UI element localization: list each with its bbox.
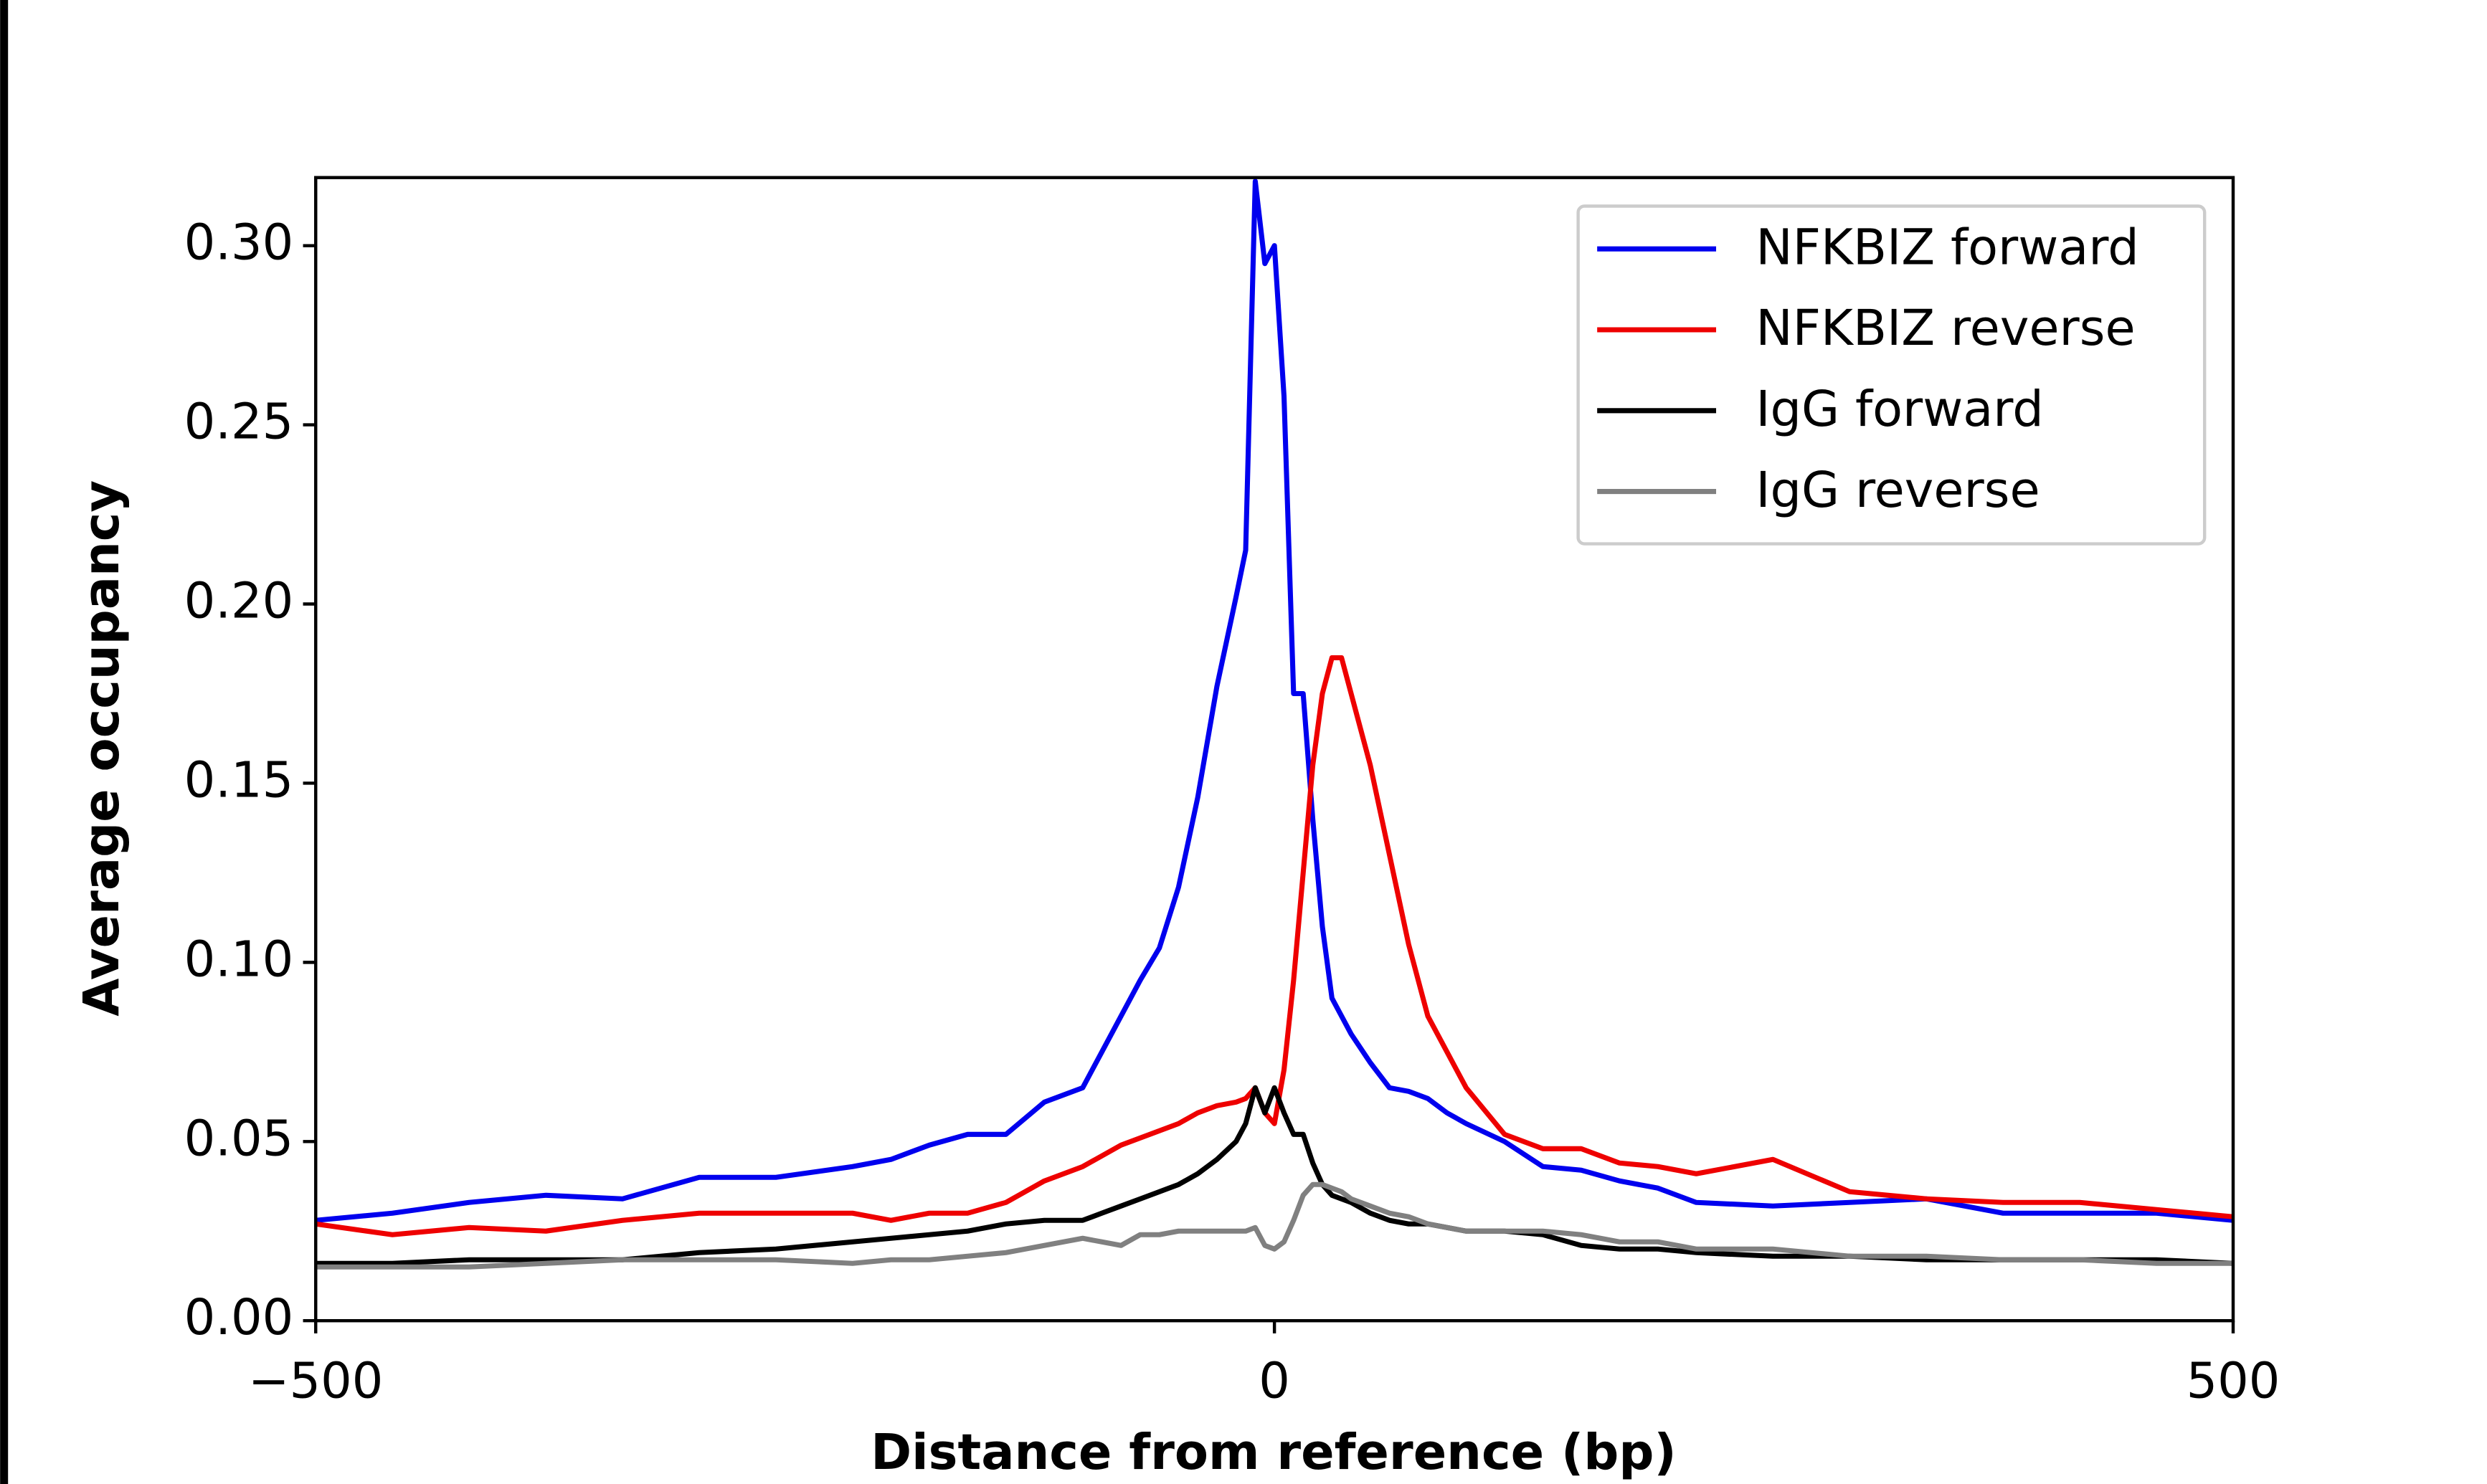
x-tick-label: 0	[1259, 1353, 1290, 1410]
legend-label: IgG forward	[1756, 381, 2043, 438]
x-tick-label: 500	[2187, 1353, 2280, 1410]
y-tick-label: 0.00	[184, 1289, 294, 1346]
x-axis-label: Distance from reference (bp)	[871, 1424, 1677, 1481]
y-axis-label: Average occupancy	[73, 480, 131, 1017]
legend-label: NFKBIZ forward	[1756, 219, 2138, 276]
legend-box	[1576, 204, 2207, 546]
edge-bar	[0, 0, 9, 1484]
legend-label: NFKBIZ reverse	[1756, 300, 2135, 357]
legend-label: IgG reverse	[1756, 462, 2040, 519]
y-tick-label: 0.15	[184, 751, 294, 809]
plot-frame	[314, 176, 2235, 1323]
y-tick-label: 0.25	[184, 394, 294, 451]
series-line	[316, 1181, 2234, 1270]
series-line	[315, 179, 2234, 1223]
y-tick-label: 0.10	[184, 931, 294, 988]
y-tick-label: 0.30	[184, 214, 294, 272]
x-tick-label: −500	[248, 1353, 383, 1410]
y-tick-label: 0.20	[184, 573, 294, 630]
y-tick-label: 0.05	[184, 1110, 294, 1167]
series-line	[315, 655, 2234, 1237]
series-line	[316, 1085, 2234, 1266]
